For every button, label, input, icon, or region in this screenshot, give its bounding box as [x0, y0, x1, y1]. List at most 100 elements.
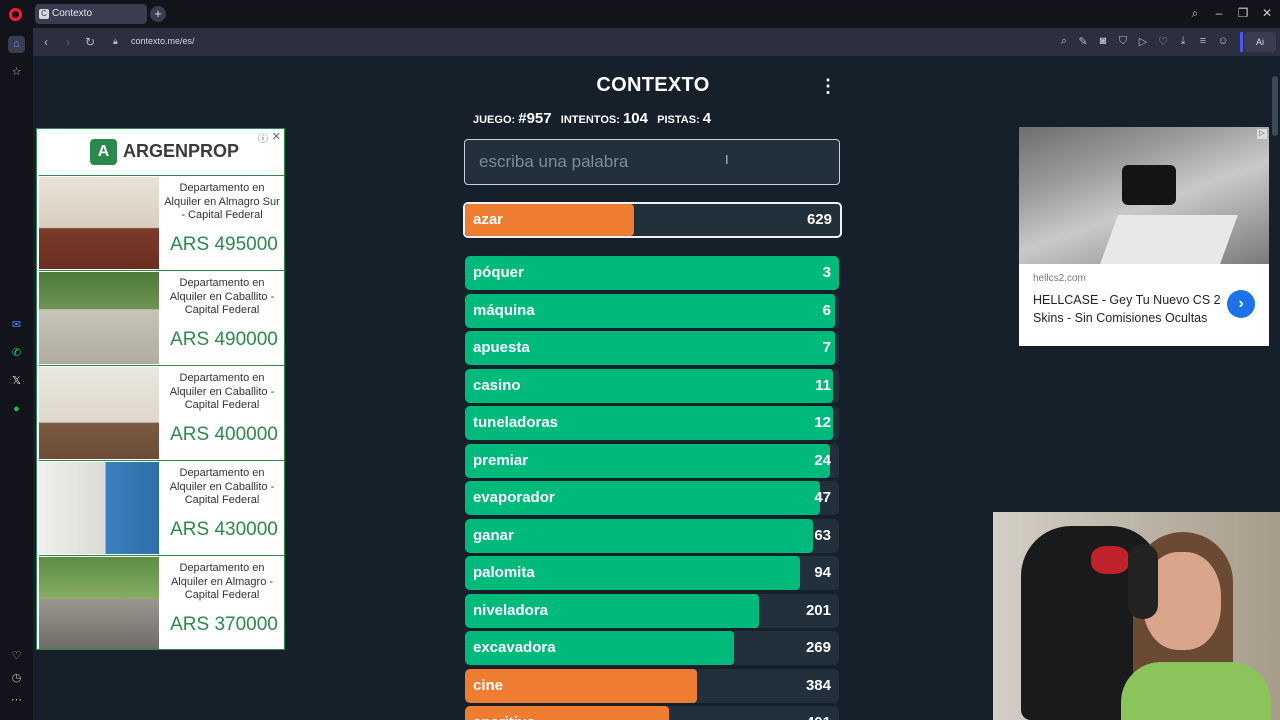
word-input[interactable] [465, 140, 839, 184]
minimize-icon[interactable]: – [1215, 6, 1223, 20]
guess-rank: 3 [822, 264, 831, 281]
ad-listing[interactable]: Departamento en Alquiler en Caballito - … [39, 460, 284, 554]
zoom-icon[interactable]: ⌕ [1060, 35, 1068, 47]
guess-row: palomita 94 [465, 556, 839, 590]
heart-sidebar-icon[interactable]: ♡ [11, 650, 22, 662]
game-number: #957 [518, 110, 552, 127]
guess-rank: 94 [814, 564, 831, 581]
ad-listing[interactable]: Departamento en Alquiler en Almagro Sur … [39, 175, 284, 269]
ad-arrow-icon[interactable]: › [1227, 290, 1255, 318]
restore-icon[interactable]: ❐ [1237, 6, 1249, 20]
new-tab-button[interactable]: + [150, 6, 166, 22]
listing-price: ARS 490000 [170, 329, 278, 350]
listing-photo [39, 177, 159, 269]
guess-rank: 384 [805, 676, 831, 694]
guess-word: ganar [473, 526, 514, 544]
search-tabs-icon[interactable]: ⌕ [1191, 6, 1199, 20]
current-guess-fill [465, 204, 634, 236]
ad-image [1019, 127, 1269, 264]
ad-listing[interactable]: Departamento en Alquiler en Caballito - … [39, 270, 284, 364]
camera-icon[interactable]: ◙ [1099, 35, 1107, 47]
page-title: CONTEXTO [596, 74, 710, 96]
listing-description: Departamento en Alquiler en Almagro Sur … [164, 182, 280, 221]
tab-contexto[interactable]: C Contexto [35, 4, 147, 24]
guess-rank: 269 [805, 639, 831, 656]
guess-row: aperitivo 401 [465, 706, 839, 720]
close-icon[interactable]: ✕ [1261, 6, 1273, 20]
game-stats: JUEGO: #957 INTENTOS: 104 PISTAS: 4 [473, 110, 711, 127]
page-scrollbar[interactable] [1270, 56, 1280, 720]
guess-rank: 11 [815, 376, 831, 394]
history-icon[interactable]: ◷ [11, 672, 22, 684]
guess-word: excavadora [473, 639, 556, 656]
heart-icon[interactable]: ♡ [1158, 36, 1168, 48]
listing-photo [39, 462, 159, 554]
guess-row: excavadora 269 [465, 631, 839, 665]
webcam-chair-logo [1091, 546, 1129, 574]
ai-button[interactable]: Ai [1244, 32, 1276, 52]
spotify-icon[interactable]: ● [13, 403, 20, 415]
guess-rank: 201 [805, 601, 831, 619]
ad-info-icon[interactable]: ⓘ [258, 134, 268, 145]
listing-description: Departamento en Alquiler en Almagro - Ca… [170, 562, 274, 601]
guess-word: tuneladoras [473, 414, 559, 431]
listing-description: Departamento en Alquiler en Caballito - … [169, 372, 275, 411]
game-label: JUEGO: [473, 114, 516, 126]
guess-word: premiar [473, 451, 529, 469]
opera-logo-icon[interactable] [9, 8, 22, 21]
messenger-icon[interactable]: ✉ [11, 319, 22, 331]
page-content: CONTEXTO ⋮ JUEGO: #957 INTENTOS: 104 PIS… [33, 56, 1280, 720]
home-icon[interactable]: ⌂ [8, 36, 25, 53]
hints-label: PISTAS: [657, 114, 700, 126]
ad-brand: A ARGENPROP [37, 129, 284, 175]
forward-icon[interactable]: › [66, 35, 70, 49]
whatsapp-icon[interactable]: ✆ [11, 347, 22, 359]
guess-fill [465, 256, 839, 290]
webcam-headphones [1128, 544, 1158, 619]
listing-price: ARS 370000 [170, 614, 278, 635]
back-icon[interactable]: ‹ [44, 35, 48, 49]
guess-row: ganar 63 [465, 518, 839, 553]
listing-photo [39, 272, 159, 364]
hellcase-ad[interactable]: ▷ hellcs2.com HELLCASE - Gey Tu Nuevo CS… [1019, 127, 1269, 346]
ad-choices-icon[interactable]: ▷ [1257, 129, 1267, 139]
shield-icon[interactable]: ⛉ [1118, 35, 1128, 47]
guess-word: apuesta [473, 339, 530, 356]
player-icon[interactable]: ▷ [1138, 36, 1148, 48]
guess-word: máquina [473, 301, 535, 319]
scroll-thumb[interactable] [1272, 76, 1278, 136]
guess-row: niveladora 201 [465, 593, 839, 628]
current-guess-word: azar [473, 211, 504, 228]
star-icon[interactable]: ☆ [11, 66, 22, 78]
argenprop-ad[interactable]: A ARGENPROP ⓘ ✕ Departamento en Alquiler… [36, 128, 285, 650]
guess-fill [465, 293, 836, 328]
reload-icon[interactable]: ↻ [84, 35, 96, 49]
more-vertical-icon[interactable]: ⋮ [819, 76, 837, 96]
text-cursor-icon: I [725, 152, 729, 167]
guess-fill [465, 556, 800, 590]
more-icon[interactable]: ⋯ [11, 694, 22, 706]
guess-row: cine 384 [465, 668, 839, 703]
current-guess-rank: 629 [806, 211, 832, 228]
ad-close-icon[interactable]: ✕ [271, 131, 281, 143]
address-bar: ‹ › ↻ 🔒︎ contexto.me/es/ ⌕ ✎ ◙ ⛉ ▷ ♡ ⤓ ≡… [33, 28, 1280, 56]
download-icon[interactable]: ⤓ [1180, 35, 1186, 47]
profile-icon[interactable]: ☺ [1217, 35, 1229, 47]
url-field[interactable]: contexto.me/es/ [131, 36, 195, 46]
x-twitter-icon[interactable]: 𝕏 [12, 375, 21, 387]
listing-price: ARS 430000 [170, 519, 278, 540]
menu-icon[interactable]: ≡ [1199, 35, 1207, 47]
word-input-box[interactable]: I [464, 139, 840, 185]
guess-rank: 6 [822, 301, 831, 319]
ad-listing[interactable]: Departamento en Alquiler en Almagro - Ca… [39, 555, 284, 649]
current-guess-row: azar 629 [463, 202, 842, 238]
edit-icon[interactable]: ✎ [1078, 36, 1088, 48]
guess-row: premiar 24 [465, 443, 839, 478]
favicon-icon: C [39, 9, 49, 19]
guess-fill [465, 481, 821, 515]
attempts-count: 104 [622, 110, 648, 127]
guess-fill [465, 406, 834, 440]
guess-row: tuneladoras 12 [465, 406, 839, 440]
ad-headline[interactable]: HELLCASE - Gey Tu Nuevo CS 2 Skins - Sin… [1033, 293, 1221, 325]
ad-listing[interactable]: Departamento en Alquiler en Caballito - … [39, 365, 284, 459]
